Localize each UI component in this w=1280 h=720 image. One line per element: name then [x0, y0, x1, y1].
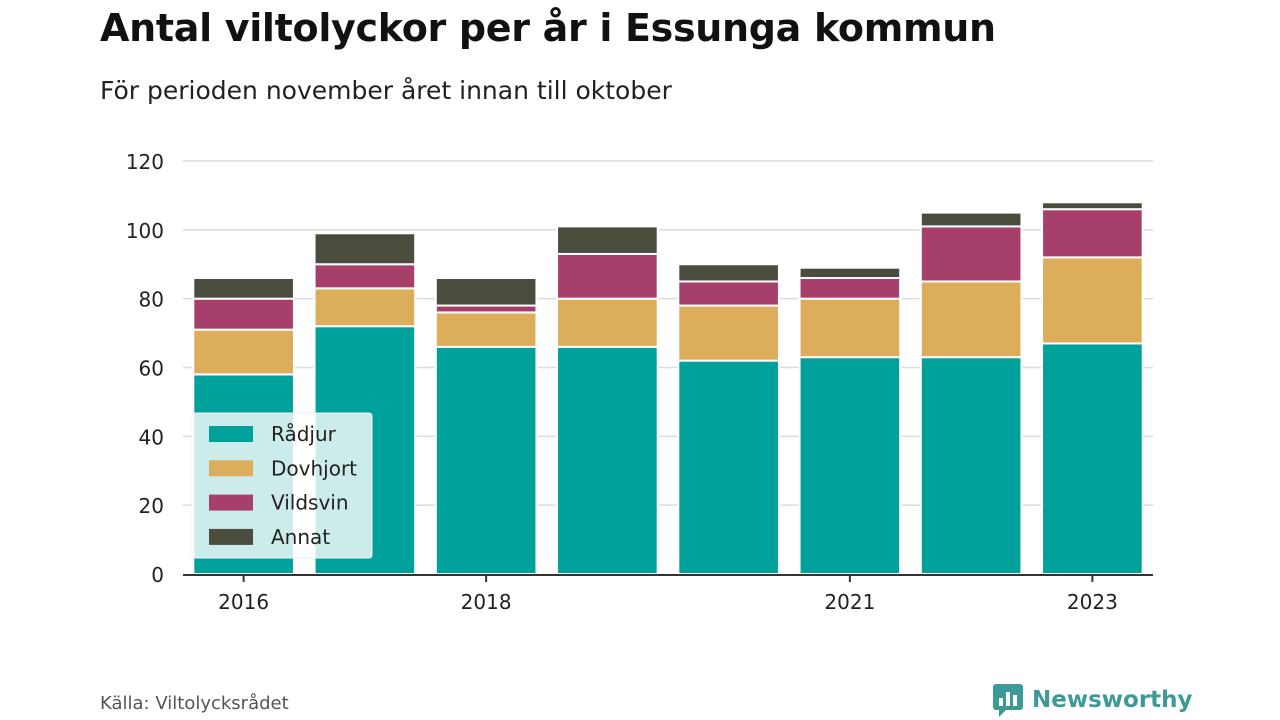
bar-dovhjort-2020: [677, 304, 780, 362]
chart-title: Antal viltolyckor per år i Essunga kommu…: [100, 6, 996, 50]
bar-dovhjort-2023: [1041, 256, 1144, 345]
legend-label-rådjur: Rådjur: [271, 422, 337, 446]
y-axis-labels: 0 20 40 60 80 100 120: [126, 150, 164, 587]
bar-dovhjort-2019: [556, 297, 659, 348]
bar-dovhjort-2021: [798, 297, 902, 359]
newsworthy-logo-icon: [993, 684, 1023, 717]
bar-dovhjort-2022: [919, 280, 1023, 359]
x-tick-label: 2016: [218, 590, 269, 614]
bar-vildsvin-2018: [434, 304, 538, 314]
y-tick-label: 20: [139, 494, 164, 518]
legend-swatch-dovhjort: [209, 460, 253, 477]
brand-logo: Newsworthy: [992, 682, 1193, 718]
x-axis-labels: 2016 2018 2021 2023: [218, 590, 1118, 614]
bar-vildsvin-2023: [1041, 208, 1144, 259]
x-tick-label: 2018: [461, 590, 512, 614]
bar-annat-2023: [1041, 201, 1144, 211]
bar-annat-2019: [556, 225, 659, 255]
bar-annat-2017: [313, 232, 417, 266]
bar-annat-2020: [677, 263, 780, 283]
brand-name: Newsworthy: [1032, 687, 1193, 713]
stacked-bar-chart: 0 20 40 60 80 100 120 2016 2018 2021 2023 Rådjur D…: [126, 150, 1153, 614]
bar-rådjur-2021: [798, 356, 902, 575]
bar-annat-2018: [434, 277, 538, 307]
bar-dovhjort-2018: [434, 311, 538, 348]
legend-label-vildsvin: Vildsvin: [271, 491, 349, 515]
bar-rådjur-2020: [677, 359, 780, 575]
bar-annat-2022: [919, 211, 1023, 228]
x-axis: [183, 574, 1153, 582]
source-note: Källa: Viltolycksrådet: [100, 693, 289, 714]
legend-box: [191, 412, 373, 559]
y-tick-label: 120: [126, 150, 164, 174]
y-tick-label: 40: [139, 425, 164, 449]
legend-label-dovhjort: Dovhjort: [271, 456, 357, 480]
legend-label-annat: Annat: [271, 525, 330, 549]
bar-vildsvin-2020: [677, 280, 780, 307]
bar-vildsvin-2017: [313, 263, 417, 290]
legend-swatch-vildsvin: [209, 494, 253, 511]
bar-annat-2021: [798, 266, 902, 280]
bar-rådjur-2018: [434, 345, 538, 575]
bar-vildsvin-2021: [798, 277, 902, 300]
bar-rådjur-2023: [1041, 342, 1144, 575]
bar-vildsvin-2022: [919, 225, 1023, 283]
y-tick-label: 60: [139, 357, 164, 381]
x-tick-label: 2023: [1067, 590, 1118, 614]
bar-rådjur-2022: [919, 356, 1023, 575]
legend-swatch-rådjur: [209, 426, 253, 442]
legend: Rådjur Dovhjort Vildsvin Annat: [191, 412, 373, 559]
y-tick-label: 100: [126, 219, 164, 243]
legend-swatch-annat: [209, 528, 253, 545]
bar-vildsvin-2016: [192, 297, 295, 331]
bar-vildsvin-2019: [556, 252, 659, 300]
x-tick-label: 2021: [824, 590, 875, 614]
y-tick-label: 80: [139, 288, 164, 312]
y-tick-label: 0: [151, 563, 164, 587]
chart-subtitle: För perioden november året innan till ok…: [100, 76, 672, 105]
bar-annat-2016: [192, 277, 295, 300]
bar-dovhjort-2017: [313, 287, 417, 328]
bar-rådjur-2019: [556, 345, 659, 575]
bar-dovhjort-2016: [192, 328, 295, 376]
